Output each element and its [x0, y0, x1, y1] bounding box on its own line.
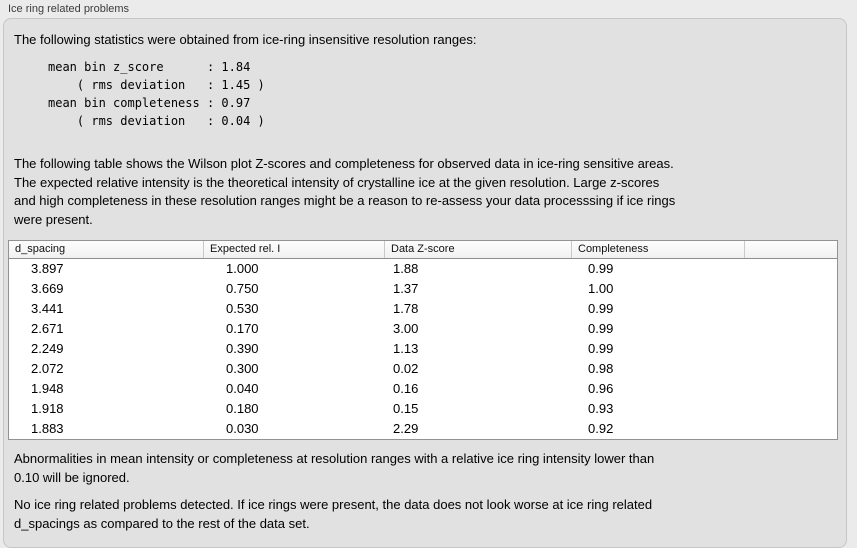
table-cell: 2.29	[393, 421, 419, 436]
table-cell-empty	[744, 319, 837, 339]
table-row[interactable]: 1.918 0.180 0.15 0.93	[9, 399, 837, 419]
table-cell: 0.02	[393, 361, 419, 376]
table-cell: 0.030	[226, 421, 259, 436]
table-cell: 0.300	[226, 361, 259, 376]
table-cell: 3.441	[31, 301, 64, 316]
intro-text: The following statistics were obtained f…	[14, 32, 477, 47]
table-row[interactable]: 2.671 0.170 3.00 0.99	[9, 319, 837, 339]
table-cell: 0.98	[588, 361, 614, 376]
column-header-empty[interactable]	[744, 241, 837, 258]
table-cell: 0.750	[226, 281, 259, 296]
table-cell: 3.897	[31, 261, 64, 276]
table-header-row: d_spacing Expected rel. I Data Z-score Comp…	[9, 241, 837, 259]
table-cell: 0.99	[588, 341, 614, 356]
table-cell-empty	[744, 419, 837, 439]
table-cell: 2.072	[31, 361, 64, 376]
table-cell: 0.16	[393, 381, 419, 396]
table-cell-empty	[744, 259, 837, 279]
table-cell: 0.530	[226, 301, 259, 316]
table-cell: 3.669	[31, 281, 64, 296]
table-cell: 0.93	[588, 401, 614, 416]
stats-block: mean bin z_score : 1.84 ( rms deviation …	[48, 60, 265, 128]
table-row[interactable]: 3.669 0.750 1.37 1.00	[9, 279, 837, 299]
column-header-d-spacing[interactable]: d_spacing	[15, 243, 66, 255]
ice-ring-table: d_spacing Expected rel. I Data Z-score Comp…	[8, 240, 838, 440]
table-row[interactable]: 1.883 0.030 2.29 0.92	[9, 419, 837, 439]
table-cell: 0.92	[588, 421, 614, 436]
table-row[interactable]: 1.948 0.040 0.16 0.96	[9, 379, 837, 399]
table-cell: 0.390	[226, 341, 259, 356]
table-cell: 0.99	[588, 301, 614, 316]
panel-title: Ice ring related problems	[8, 3, 130, 15]
table-cell: 1.00	[588, 281, 614, 296]
table-cell: 0.99	[588, 321, 614, 336]
table-cell: 3.00	[393, 321, 419, 336]
table-cell: 1.000	[226, 261, 259, 276]
column-header-data-z-score[interactable]: Data Z-score	[384, 241, 571, 258]
table-cell: 0.15	[393, 401, 419, 416]
table-cell-empty	[744, 399, 837, 419]
table-cell: 2.249	[31, 341, 64, 356]
description-text: The following table shows the Wilson plo…	[14, 156, 676, 227]
table-cell: 1.918	[31, 401, 64, 416]
table-row[interactable]: 2.072 0.300 0.02 0.98	[9, 359, 837, 379]
table-cell: 0.040	[226, 381, 259, 396]
note-ignored-text: Abnormalities in mean intensity or compl…	[14, 451, 655, 485]
table-cell: 1.37	[393, 281, 419, 296]
table-cell: 0.170	[226, 321, 259, 336]
column-header-completeness[interactable]: Completeness	[571, 241, 744, 258]
table-row[interactable]: 3.441 0.530 1.78 0.99	[9, 299, 837, 319]
table-cell: 0.96	[588, 381, 614, 396]
table-cell: 1.78	[393, 301, 419, 316]
table-cell: 1.883	[31, 421, 64, 436]
column-header-expected-rel-i[interactable]: Expected rel. I	[203, 241, 384, 258]
table-body: 3.897 1.000 1.88 0.99 3.669 0.750 1.37 1.00 3.44…	[9, 259, 837, 439]
table-row[interactable]: 3.897 1.000 1.88 0.99	[9, 259, 837, 279]
table-cell-empty	[744, 339, 837, 359]
table-cell: 0.99	[588, 261, 614, 276]
table-cell: 2.671	[31, 321, 64, 336]
table-row[interactable]: 2.249 0.390 1.13 0.99	[9, 339, 837, 359]
table-cell: 1.13	[393, 341, 419, 356]
table-cell: 1.948	[31, 381, 64, 396]
table-cell-empty	[744, 299, 837, 319]
note-conclusion-text: No ice ring related problems detected. I…	[14, 497, 653, 531]
table-cell: 0.180	[226, 401, 259, 416]
table-cell: 1.88	[393, 261, 419, 276]
table-cell-empty	[744, 279, 837, 299]
table-cell-empty	[744, 379, 837, 399]
table-cell-empty	[744, 359, 837, 379]
